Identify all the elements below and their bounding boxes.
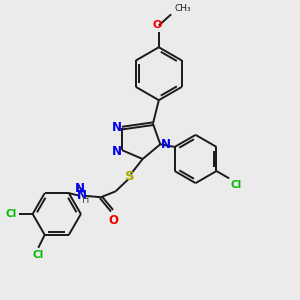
Text: N: N <box>112 145 122 158</box>
Text: CH₃: CH₃ <box>175 4 191 13</box>
Text: N: N <box>112 121 122 134</box>
Text: O: O <box>153 20 162 31</box>
Text: Cl: Cl <box>33 250 44 260</box>
Text: Cl: Cl <box>230 180 242 190</box>
Text: N: N <box>77 189 87 202</box>
Text: N: N <box>160 138 171 151</box>
Text: S: S <box>125 170 134 183</box>
Text: H: H <box>82 195 89 205</box>
Text: O: O <box>109 214 118 227</box>
Text: Cl: Cl <box>6 209 17 219</box>
Text: N: N <box>74 182 84 195</box>
Text: H: H <box>77 184 84 195</box>
